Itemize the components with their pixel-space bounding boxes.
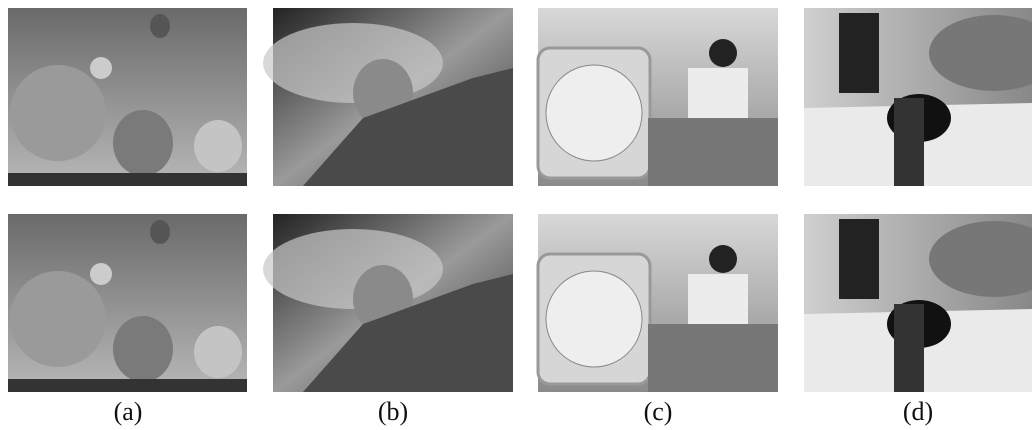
caption: (a)	[114, 397, 143, 426]
caption: (d)	[903, 397, 933, 426]
caption: (b)	[378, 397, 408, 426]
image-row-bottom	[8, 214, 1032, 392]
image-ink-bottle	[804, 8, 1032, 186]
figure: (a) (b) (c) (d)	[0, 0, 1032, 430]
image-leopard	[263, 8, 513, 186]
image-ink-bottle	[804, 214, 1032, 392]
caption: (c)	[644, 397, 673, 426]
image-office	[538, 214, 778, 392]
image-balloons	[8, 8, 247, 186]
page: (a) (b) (c) (d) (() => { const data = JS…	[0, 0, 1032, 430]
image-row-top	[8, 8, 1032, 186]
image-office	[538, 8, 778, 186]
image-leopard	[263, 214, 513, 392]
image-balloons	[8, 214, 247, 392]
